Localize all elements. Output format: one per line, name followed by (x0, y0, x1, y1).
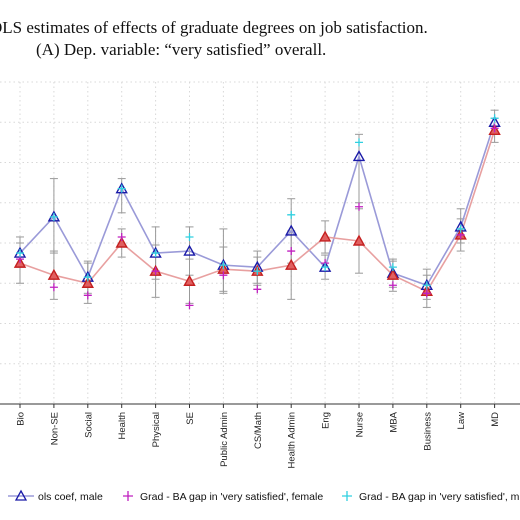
x-tick-label: MD (490, 412, 501, 427)
plus-marker (219, 271, 228, 280)
plus-marker (422, 281, 431, 290)
plus-marker (49, 212, 58, 221)
triangle-marker (386, 268, 400, 280)
triangle-marker (285, 224, 298, 236)
legend-plus-icon (123, 491, 133, 501)
legend-triangle-icon (14, 489, 28, 501)
triangle-marker (352, 234, 366, 246)
plus-marker (253, 267, 262, 276)
plus-marker (185, 232, 194, 241)
plus-marker (422, 289, 431, 298)
plus-marker (355, 202, 363, 211)
plus-marker (388, 281, 397, 290)
x-tick-label: Nurse (355, 412, 366, 437)
plus-marker (117, 232, 126, 241)
plus-marker (49, 283, 58, 292)
x-tick-label: CS/Math (253, 412, 264, 449)
triangle-marker (81, 276, 94, 288)
plus-marker (219, 261, 228, 270)
legend-entry-gap-female: Grad - BA gap in 'very satisfied', femal… (123, 491, 323, 503)
plus-marker (321, 263, 330, 272)
x-tick-label: Public Admin (219, 412, 230, 467)
triangle-marker (285, 258, 298, 270)
x-tick-label: Social (83, 412, 94, 438)
triangle-marker (318, 230, 332, 242)
plus-marker (117, 184, 126, 193)
plus-marker (355, 138, 363, 147)
legend-label: ols coef, male (38, 491, 103, 503)
plus-marker (185, 301, 194, 310)
x-tick-label: Law (456, 412, 467, 430)
triangle-marker (352, 150, 366, 162)
x-tick-label: Business (422, 412, 433, 451)
gridlines (0, 81, 520, 405)
plus-marker (287, 210, 296, 219)
plus-marker (253, 285, 262, 294)
x-tick-labels: Bio Non-SE Social Health Physical SE Public Ad… (16, 404, 501, 469)
x-tick-label: Non-SE (49, 412, 60, 445)
plus-marker (388, 263, 397, 272)
legend-label: Grad - BA gap in 'very satisfied', m (359, 491, 520, 503)
x-tick-label: SE (185, 412, 196, 425)
legend-label: Grad - BA gap in 'very satisfied', femal… (140, 491, 323, 503)
chart-title: OLS estimates of effects of graduate deg… (0, 18, 428, 37)
x-tick-label: Eng (321, 412, 332, 429)
plus-marker (83, 291, 92, 300)
series-markers (13, 114, 501, 310)
legend-entry-gap-male: Grad - BA gap in 'very satisfied', m (342, 491, 520, 503)
x-tick-label: MBA (388, 411, 399, 432)
plus-marker (16, 249, 24, 258)
x-tick-label: Bio (16, 412, 27, 426)
triangle-marker (115, 236, 128, 248)
plus-marker (151, 267, 160, 276)
plus-marker (490, 124, 499, 133)
legend-entry-ols-male: ols coef, male (8, 489, 103, 503)
triangle-marker (183, 244, 196, 256)
plus-marker (83, 273, 92, 282)
x-tick-label: Physical (151, 412, 162, 447)
plus-marker (287, 247, 296, 256)
plus-marker (490, 114, 499, 123)
triangle-marker (47, 268, 61, 280)
x-tick-label: Health (117, 412, 128, 439)
legend: ols coef, male Grad - BA gap in 'very sa… (8, 489, 520, 503)
legend-plus-icon (342, 491, 352, 501)
triangle-marker (183, 274, 196, 286)
plus-marker (456, 224, 465, 233)
plus-marker (151, 249, 160, 258)
chart-subtitle: (A) Dep. variable: “very satisfied” over… (36, 40, 327, 59)
x-tick-label: Health Admin (287, 412, 298, 469)
